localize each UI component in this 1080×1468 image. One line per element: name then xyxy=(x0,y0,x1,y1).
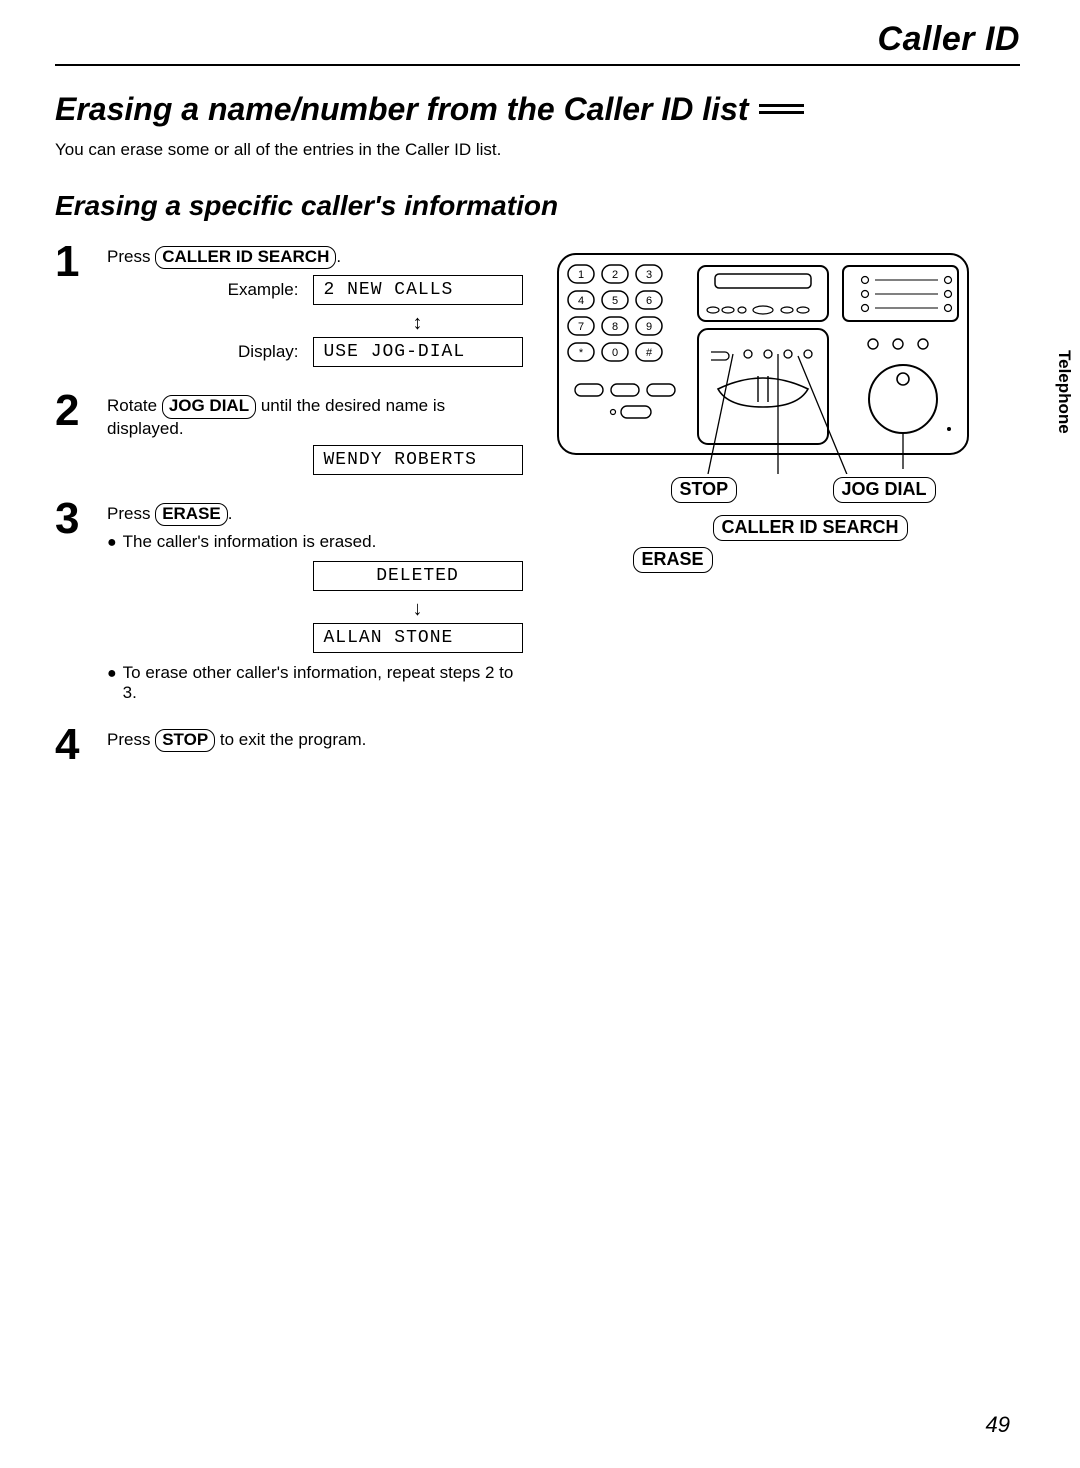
intro-text: You can erase some or all of the entries… xyxy=(55,140,1020,160)
step-number: 4 xyxy=(55,727,87,762)
header-rule xyxy=(55,64,1020,66)
step-number: 1 xyxy=(55,244,87,375)
callout-erase: ERASE xyxy=(633,547,713,573)
step-3-prefix: Press xyxy=(107,504,155,523)
side-tab: Telephone xyxy=(1054,350,1074,434)
step-3: 3 Press ERASE. ● The caller's informatio… xyxy=(55,501,523,709)
svg-text:5: 5 xyxy=(611,295,617,307)
step-1-prefix: Press xyxy=(107,247,155,266)
display-box: ALLAN STONE xyxy=(313,623,523,653)
step-3-bullet-1: The caller's information is erased. xyxy=(123,532,377,554)
svg-text:4: 4 xyxy=(577,295,583,307)
svg-text:3: 3 xyxy=(645,269,651,281)
example-label: Example: xyxy=(228,280,299,300)
page-number: 49 xyxy=(986,1412,1010,1438)
svg-text:*: * xyxy=(578,347,583,359)
stop-button-label: STOP xyxy=(155,729,215,752)
step-3-bullet-2: To erase other caller's information, rep… xyxy=(123,663,523,703)
display-box: 2 NEW CALLS xyxy=(313,275,523,305)
bullet-icon: ● xyxy=(107,663,117,703)
step-4-prefix: Press xyxy=(107,730,155,749)
svg-text:8: 8 xyxy=(611,321,617,333)
caller-id-search-button-label: CALLER ID SEARCH xyxy=(155,246,336,269)
display-box: DELETED xyxy=(313,561,523,591)
svg-text:6: 6 xyxy=(645,295,651,307)
step-1: 1 Press CALLER ID SEARCH. Example: 2 NEW… xyxy=(55,244,523,375)
callout-caller-id-search: CALLER ID SEARCH xyxy=(713,515,908,541)
step-4-suffix: to exit the program. xyxy=(220,730,366,749)
display-label: Display: xyxy=(238,342,298,362)
steps-column: 1 Press CALLER ID SEARCH. Example: 2 NEW… xyxy=(55,244,523,780)
step-2: 2 Rotate JOG DIAL until the desired name… xyxy=(55,393,523,482)
page-category: Caller ID xyxy=(55,20,1020,59)
svg-text:9: 9 xyxy=(645,321,651,333)
title-decoration xyxy=(759,102,804,117)
device-diagram-column: 1 2 3 4 5 6 7 8 9 * 0 # xyxy=(553,244,1021,780)
svg-text:0: 0 xyxy=(611,347,617,359)
svg-text:#: # xyxy=(645,347,652,359)
erase-button-label: ERASE xyxy=(155,503,228,526)
display-box: WENDY ROBERTS xyxy=(313,445,523,475)
svg-text:1: 1 xyxy=(577,269,583,281)
jog-dial-button-label: JOG DIAL xyxy=(162,395,256,418)
arrow-down-icon: ↓ xyxy=(313,599,523,619)
callout-stop: STOP xyxy=(671,477,738,503)
callout-jog-dial: JOG DIAL xyxy=(833,477,936,503)
fax-device-diagram: 1 2 3 4 5 6 7 8 9 * 0 # xyxy=(553,244,973,474)
display-box: USE JOG-DIAL xyxy=(313,337,523,367)
step-4: 4 Press STOP to exit the program. xyxy=(55,727,523,762)
bullet-icon: ● xyxy=(107,532,117,554)
svg-text:7: 7 xyxy=(577,321,583,333)
arrow-icon: ↕ xyxy=(313,313,523,333)
step-number: 3 xyxy=(55,501,87,709)
step-2-prefix: Rotate xyxy=(107,396,162,415)
step-number: 2 xyxy=(55,393,87,482)
section-title: Erasing a name/number from the Caller ID… xyxy=(55,91,749,128)
svg-text:2: 2 xyxy=(611,269,617,281)
subsection-title: Erasing a specific caller's information xyxy=(55,190,1020,222)
